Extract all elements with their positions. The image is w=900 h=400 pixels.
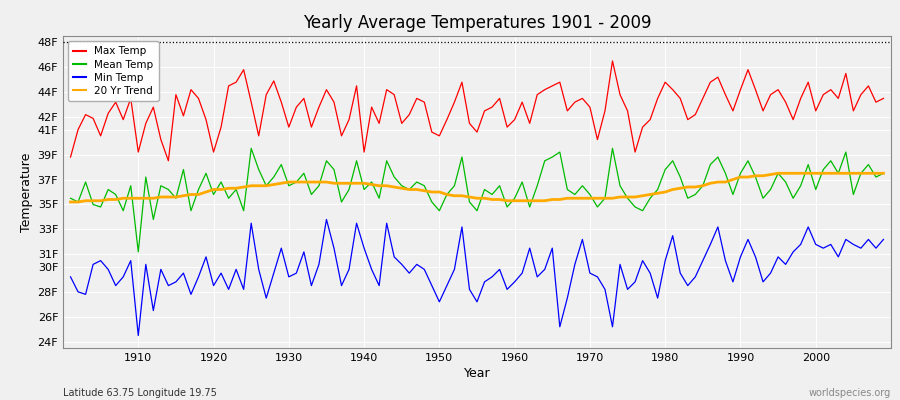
Y-axis label: Temperature: Temperature: [21, 152, 33, 232]
X-axis label: Year: Year: [464, 367, 490, 380]
Legend: Max Temp, Mean Temp, Min Temp, 20 Yr Trend: Max Temp, Mean Temp, Min Temp, 20 Yr Tre…: [68, 41, 158, 101]
Text: Latitude 63.75 Longitude 19.75: Latitude 63.75 Longitude 19.75: [63, 388, 217, 398]
Title: Yearly Average Temperatures 1901 - 2009: Yearly Average Temperatures 1901 - 2009: [302, 14, 652, 32]
Text: worldspecies.org: worldspecies.org: [809, 388, 891, 398]
